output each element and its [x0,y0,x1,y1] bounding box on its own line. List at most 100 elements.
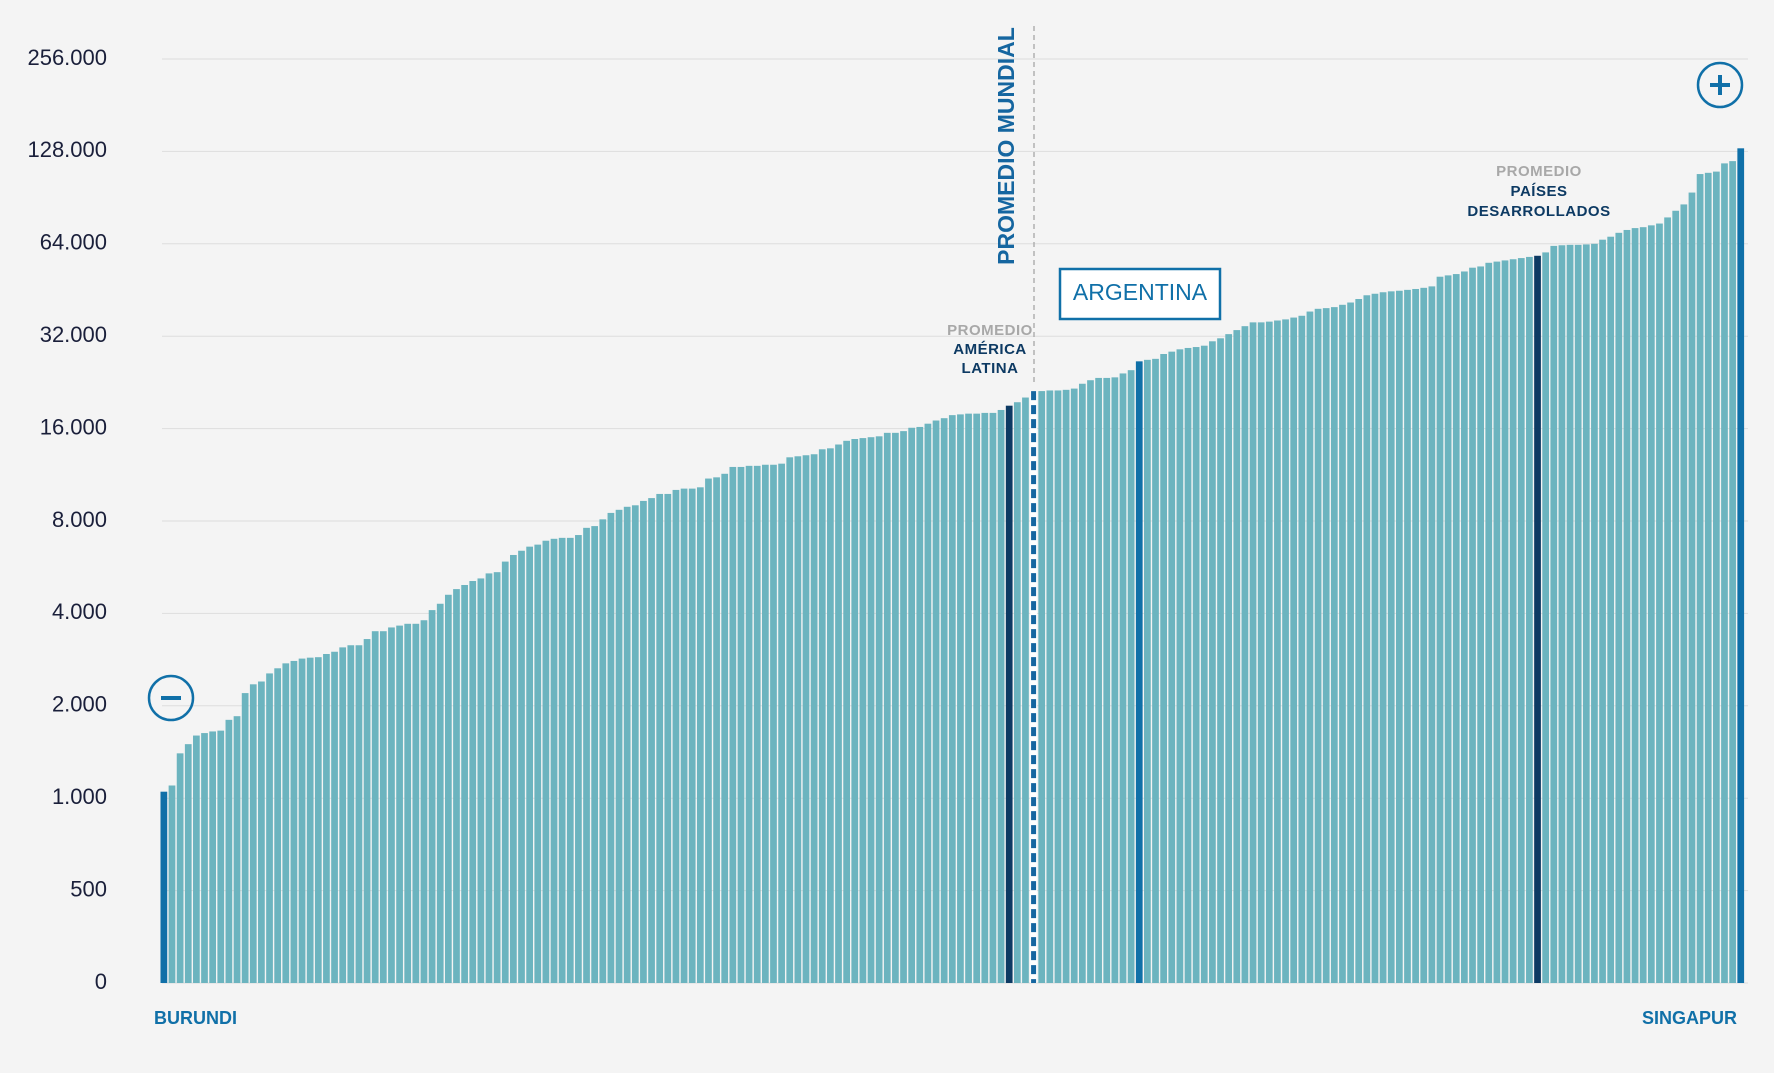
bar [477,578,485,983]
y-tick-label: 4.000 [52,599,107,624]
bar [1119,373,1127,983]
bar [1298,315,1306,983]
bar [575,535,582,983]
bar [1404,289,1411,983]
bar [1241,326,1249,983]
bar [1428,286,1436,983]
y-tick-label: 500 [70,876,107,901]
bar [184,744,192,983]
bar [1013,402,1021,983]
x-tick-label: BURUNDI [154,1008,237,1028]
bars [160,148,1745,984]
bar [1144,359,1151,984]
bar [1721,163,1728,983]
bar [168,785,176,983]
bar [948,415,956,983]
bar [1696,174,1704,983]
bar [1412,288,1419,983]
y-tick-label: 0 [95,969,107,994]
bar [225,719,233,983]
bar [274,668,282,983]
bar [672,489,680,983]
bar [680,488,688,983]
bar [1022,397,1029,983]
bar [1070,388,1078,983]
bar [1087,380,1094,983]
bar [713,477,720,983]
bar [818,449,826,984]
bar [583,527,590,983]
bar [859,438,867,983]
bar [1534,255,1541,983]
bar [932,420,940,983]
bar [940,418,948,983]
bar [745,465,753,983]
bar [900,431,907,984]
bar [379,631,387,983]
bar [648,498,655,983]
bar [778,463,785,983]
x-tick-label: SINGAPUR [1642,1008,1737,1028]
bar [1339,304,1346,983]
bar [493,572,501,983]
argentina-label: ARGENTINA [1073,279,1208,305]
bar [1509,259,1517,983]
bar [290,660,298,983]
bar [656,493,664,983]
bar [705,478,712,983]
bar [1054,390,1062,983]
bar [1322,308,1330,984]
bar [1290,317,1298,983]
bar [973,413,981,983]
bar [306,657,314,983]
bar [802,455,810,983]
bar [981,412,989,983]
bar [233,716,241,983]
bar [209,731,216,983]
bar [1355,299,1363,983]
bar [249,684,257,983]
world-average-label: PROMEDIO MUNDIAL [993,27,1019,265]
bar [404,623,412,983]
annotation: DESARROLLADOS [1467,203,1610,220]
bar [1395,290,1403,983]
bar [1631,228,1639,983]
bar [835,444,842,983]
bar [1274,320,1281,984]
bar [550,538,558,983]
bar [371,631,379,983]
bar [1379,292,1387,984]
bar [453,589,460,983]
bar [1095,377,1102,984]
bar [989,412,997,983]
bar [1249,322,1257,983]
bar [1209,341,1216,984]
bar [721,473,729,983]
bar [997,409,1005,984]
bar [1184,347,1192,983]
bar [1469,267,1476,983]
bar [1574,244,1582,984]
bar [347,645,355,983]
bar [1314,308,1322,983]
bar [1062,389,1070,983]
bar [1493,261,1501,983]
bar [1111,377,1119,984]
bar [1599,239,1606,983]
bar [875,436,883,983]
bar [1461,271,1468,983]
bar [1542,252,1550,983]
bar [729,466,737,983]
bar [1623,229,1631,983]
bar [1103,377,1111,984]
y-tick-label: 256.000 [27,45,107,70]
bar [339,647,347,983]
y-tick-label: 128.000 [27,137,107,162]
bar [314,657,322,983]
bar [1615,232,1623,984]
bar [388,627,395,983]
bar [1639,227,1647,984]
bar [428,610,436,983]
bar [241,693,249,983]
